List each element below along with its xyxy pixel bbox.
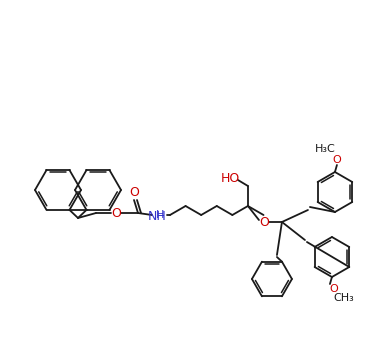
Text: O: O bbox=[330, 284, 338, 294]
Text: H: H bbox=[156, 210, 164, 220]
Text: HO: HO bbox=[220, 171, 240, 185]
Text: O: O bbox=[129, 186, 139, 198]
Text: O: O bbox=[333, 155, 341, 165]
Text: O: O bbox=[111, 206, 121, 220]
Text: NH: NH bbox=[148, 210, 167, 222]
Text: CH₃: CH₃ bbox=[334, 293, 354, 303]
Text: O: O bbox=[259, 215, 269, 229]
Text: H₃C: H₃C bbox=[315, 144, 335, 154]
